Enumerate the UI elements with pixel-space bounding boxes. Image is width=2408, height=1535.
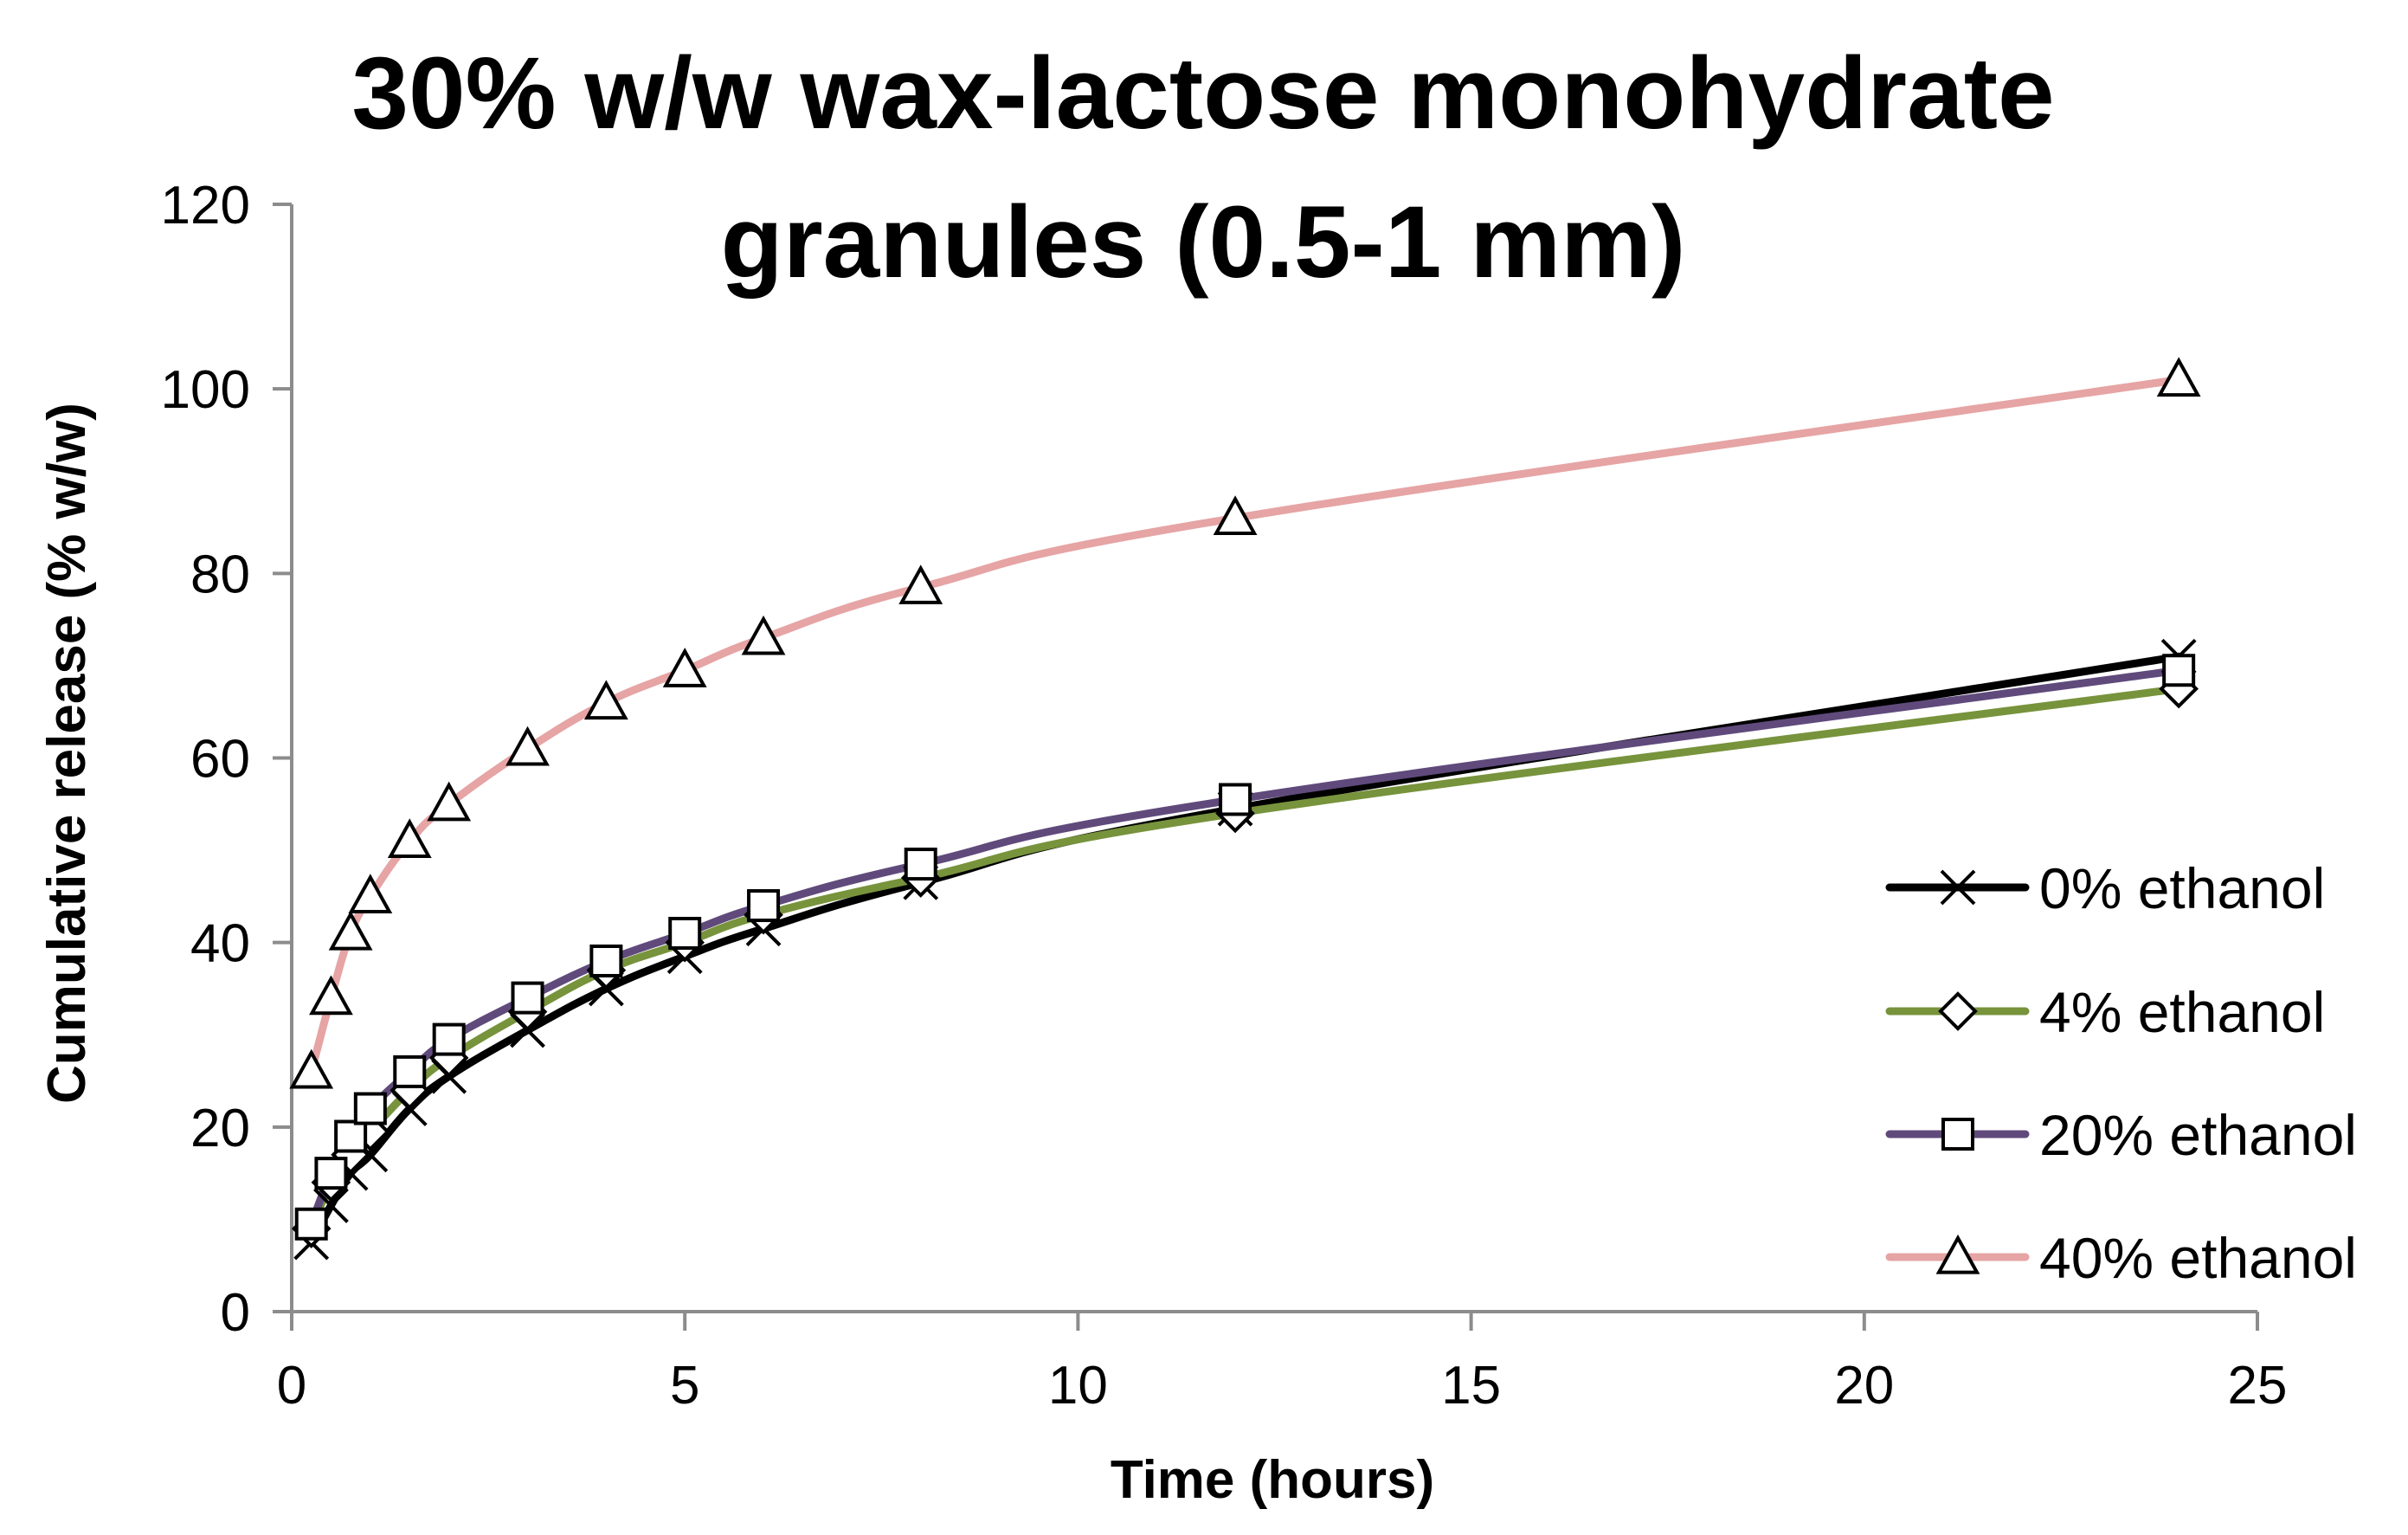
data-point-series-2: [393, 1055, 427, 1088]
data-point-series-3: [289, 1048, 334, 1089]
data-point-series-2: [294, 1207, 328, 1241]
y-tick-label: 40: [190, 914, 250, 974]
x-tick-label: 10: [1048, 1356, 1108, 1416]
legend-marker-0: [1940, 869, 1976, 906]
legend-label-2: 20% ethanol: [2039, 1103, 2357, 1167]
data-point-series-2: [432, 1022, 466, 1056]
legend-marker-3: [1935, 1234, 1980, 1274]
data-point-series-2: [589, 944, 623, 977]
tick-labels: 0 20 40 60 80 100 120 0 5 10 15 20 25: [161, 176, 2288, 1416]
legend-label-3: 40% ethanol: [2039, 1226, 2357, 1290]
data-point-series-3: [1213, 495, 1258, 535]
data-point-series-2: [668, 917, 702, 951]
y-tick-label: 60: [190, 730, 250, 790]
legend-label-1: 4% ethanol: [2039, 980, 2325, 1044]
data-point-series-2: [314, 1157, 348, 1190]
y-axis-title: Cumulative release (% w/w): [37, 403, 97, 1104]
axes: [273, 203, 2259, 1331]
data-point-series-2: [2162, 654, 2196, 687]
legend-label-0: 0% ethanol: [2039, 856, 2325, 920]
data-point-series-3: [2156, 357, 2201, 397]
x-axis-title: Time (hours): [1111, 1450, 1434, 1510]
x-tick-label: 20: [1834, 1356, 1894, 1416]
x-tick-label: 15: [1441, 1356, 1501, 1416]
data-point-series-2: [1219, 783, 1252, 816]
data-point-series-3: [427, 781, 472, 822]
chart-title-line-2: granules (0.5-1 mm): [721, 185, 1686, 300]
x-tick-label: 0: [277, 1356, 306, 1416]
data-point-series-3: [662, 648, 707, 687]
legend-marker-1: [1938, 991, 1978, 1031]
data-point-series-3: [309, 975, 353, 1016]
data-point-series-3: [898, 564, 943, 604]
data-point-series-3: [387, 818, 432, 859]
y-tick-label: 0: [221, 1283, 250, 1343]
series-markers: [289, 357, 2201, 1261]
legend: 0% ethanol 4% ethanol 20% ethanol 40% ethan…: [1885, 856, 2357, 1290]
chart-title-line-1: 30% w/w wax-lactose monohydrate: [351, 36, 2054, 151]
legend-marker-2: [1941, 1118, 1974, 1151]
data-point-series-3: [741, 615, 786, 655]
data-point-series-2: [334, 1119, 368, 1153]
data-point-series-3: [505, 726, 550, 766]
data-point-series-2: [511, 981, 544, 1015]
data-point-series-3: [328, 910, 373, 951]
y-tick-label: 20: [190, 1099, 250, 1158]
data-point-series-3: [348, 874, 393, 913]
x-tick-label: 5: [670, 1356, 699, 1416]
y-tick-label: 120: [161, 176, 250, 235]
data-point-series-2: [747, 889, 781, 923]
x-tick-label: 25: [2228, 1356, 2288, 1416]
y-tick-label: 100: [161, 360, 250, 420]
data-point-series-2: [904, 848, 937, 881]
data-point-series-2: [353, 1092, 387, 1125]
data-point-series-3: [583, 680, 628, 720]
y-tick-label: 80: [190, 545, 250, 604]
